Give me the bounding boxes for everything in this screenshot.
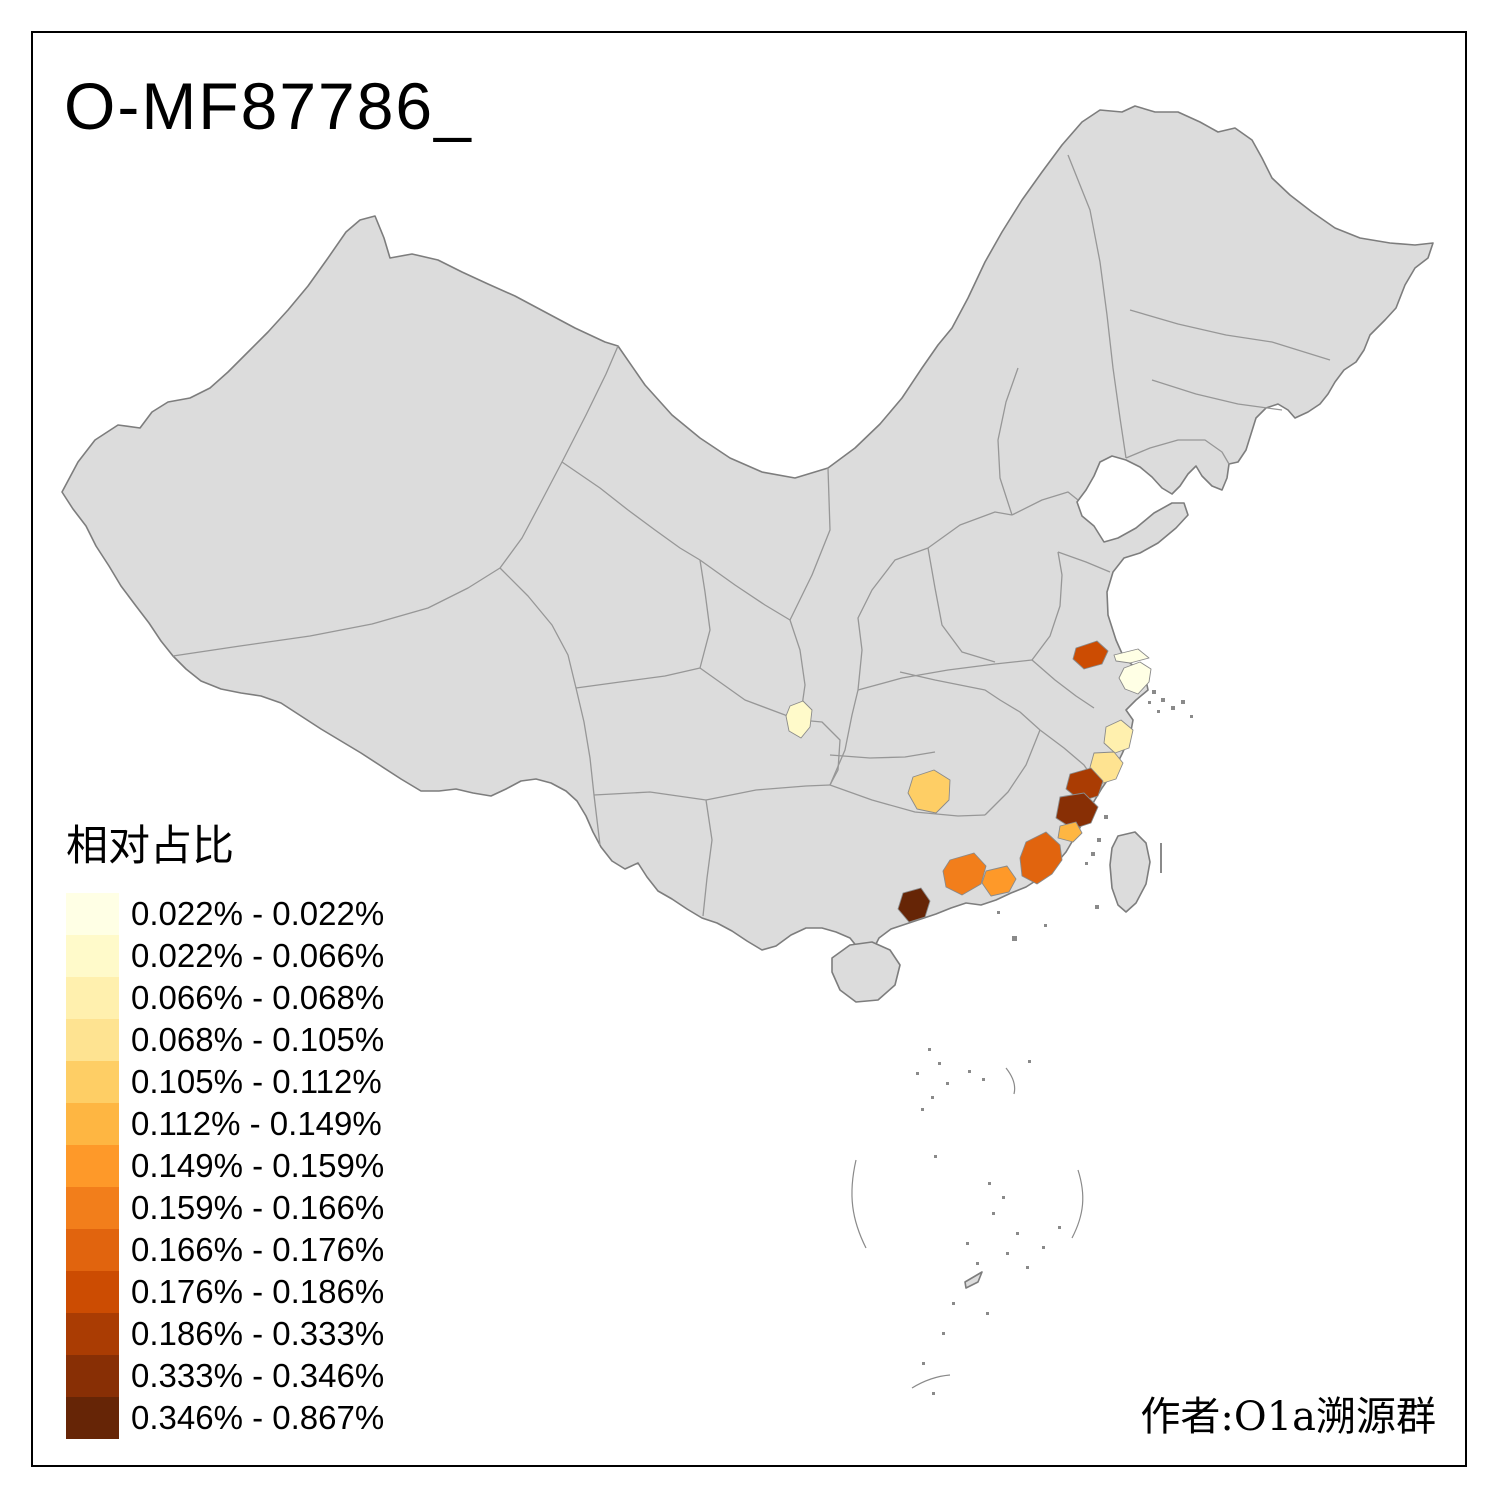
legend-label: 0.186% - 0.333% — [131, 1315, 385, 1352]
region-shanghai-sliver — [1113, 648, 1150, 664]
legend-label: 0.333% - 0.346% — [131, 1357, 385, 1394]
legend-swatch — [66, 1187, 119, 1229]
legend-swatch — [66, 893, 119, 935]
mainland-outline — [61, 105, 1434, 953]
mainland-landmass — [61, 105, 1434, 953]
legend-swatch — [66, 1229, 119, 1271]
region-chongqing — [785, 700, 813, 739]
region-guangdong-east-small — [981, 865, 1017, 897]
legend-row: 0.022% - 0.022% — [66, 893, 486, 935]
legend-label: 0.346% - 0.867% — [131, 1399, 385, 1436]
region-fujian-coast-small — [1057, 821, 1083, 843]
region-fujian-south — [1019, 831, 1063, 885]
legend-row: 0.186% - 0.333% — [66, 1313, 486, 1355]
legend-label: 0.066% - 0.068% — [131, 979, 385, 1016]
islands — [831, 690, 1193, 1003]
region-guangdong-central — [942, 852, 987, 896]
figure-title: O-MF87786_ — [64, 69, 473, 143]
legend-swatch — [66, 1355, 119, 1397]
legend-row: 0.333% - 0.346% — [66, 1355, 486, 1397]
legend: 相对占比 0.022% - 0.022% 0.022% - 0.066% 0.0… — [66, 812, 486, 1439]
region-fujian-central — [1055, 792, 1099, 830]
legend-row: 0.066% - 0.068% — [66, 977, 486, 1019]
sea-sliver-island — [964, 1271, 983, 1289]
legend-label: 0.022% - 0.066% — [131, 937, 385, 974]
legend-swatch — [66, 1271, 119, 1313]
legend-row: 0.112% - 0.149% — [66, 1103, 486, 1145]
legend-swatch — [66, 1397, 119, 1439]
region-shanghai-main — [1118, 661, 1152, 695]
legend-swatch — [66, 1313, 119, 1355]
legend-label: 0.176% - 0.186% — [131, 1273, 385, 1310]
legend-title: 相对占比 — [66, 821, 235, 870]
legend-row: 0.022% - 0.066% — [66, 935, 486, 977]
region-fujian-northeast — [1065, 767, 1104, 802]
taiwan-island — [1109, 831, 1151, 913]
region-jiangsu-south — [1072, 640, 1109, 670]
legend-swatch — [66, 977, 119, 1019]
legend-row: 0.166% - 0.176% — [66, 1229, 486, 1271]
attribution-text: 作者:O1a溯源群 — [1140, 1394, 1436, 1440]
legend-row: 0.149% - 0.159% — [66, 1145, 486, 1187]
choropleth-regions — [785, 640, 1152, 923]
legend-swatch — [66, 1019, 119, 1061]
legend-swatch — [66, 1061, 119, 1103]
legend-row: 0.105% - 0.112% — [66, 1061, 486, 1103]
legend-row: 0.346% - 0.867% — [66, 1397, 486, 1439]
legend-swatch — [66, 1145, 119, 1187]
legend-label: 0.068% - 0.105% — [131, 1021, 385, 1058]
legend-label: 0.105% - 0.112% — [131, 1063, 382, 1100]
legend-swatch — [66, 935, 119, 977]
legend-label: 0.112% - 0.149% — [131, 1105, 382, 1142]
region-guangdong-west — [897, 887, 931, 923]
legend-row: 0.176% - 0.186% — [66, 1271, 486, 1313]
hainan-island — [831, 941, 901, 1003]
legend-swatch — [66, 1103, 119, 1145]
legend-row: 0.068% - 0.105% — [66, 1019, 486, 1061]
region-zhejiang-north — [1103, 719, 1134, 754]
legend-label: 0.022% - 0.022% — [131, 895, 385, 932]
legend-label: 0.149% - 0.159% — [131, 1147, 385, 1184]
south-china-sea-islets — [851, 1048, 1084, 1395]
legend-label: 0.159% - 0.166% — [131, 1189, 385, 1226]
legend-row: 0.159% - 0.166% — [66, 1187, 486, 1229]
legend-label: 0.166% - 0.176% — [131, 1231, 385, 1268]
region-hunan-central — [907, 769, 951, 814]
